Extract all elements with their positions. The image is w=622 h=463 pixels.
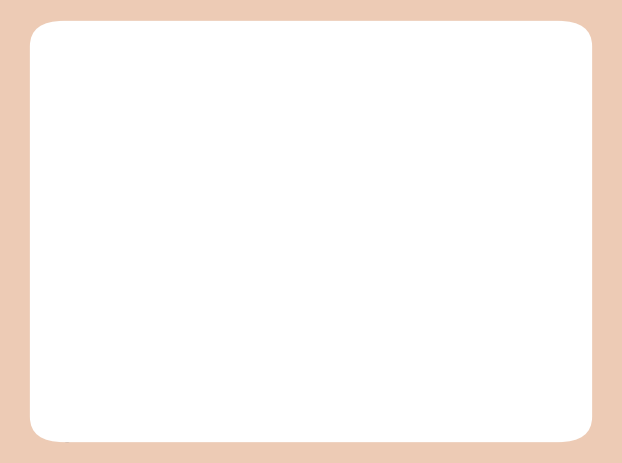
Text: 0.05 W: 0.05 W [109,233,182,253]
Text: 0.15 W: 0.15 W [109,295,182,316]
Text: 0.1 W: 0.1 W [109,358,169,378]
Text: rad/sec and C=10P F. Find the value of the: rad/sec and C=10P F. Find the value of t… [53,124,496,144]
Circle shape [53,420,81,441]
Text: 0.2 W: 0.2 W [109,420,169,441]
Text: power consumed in if Vi=10V?: power consumed in if Vi=10V? [53,173,373,193]
Circle shape [53,295,81,316]
Circle shape [53,233,81,253]
Circle shape [53,358,81,378]
Text: *: * [314,173,331,193]
Text: For series RLC circuit with Q=1, w0=100M: For series RLC circuit with Q=1, w0=100M [53,75,496,96]
